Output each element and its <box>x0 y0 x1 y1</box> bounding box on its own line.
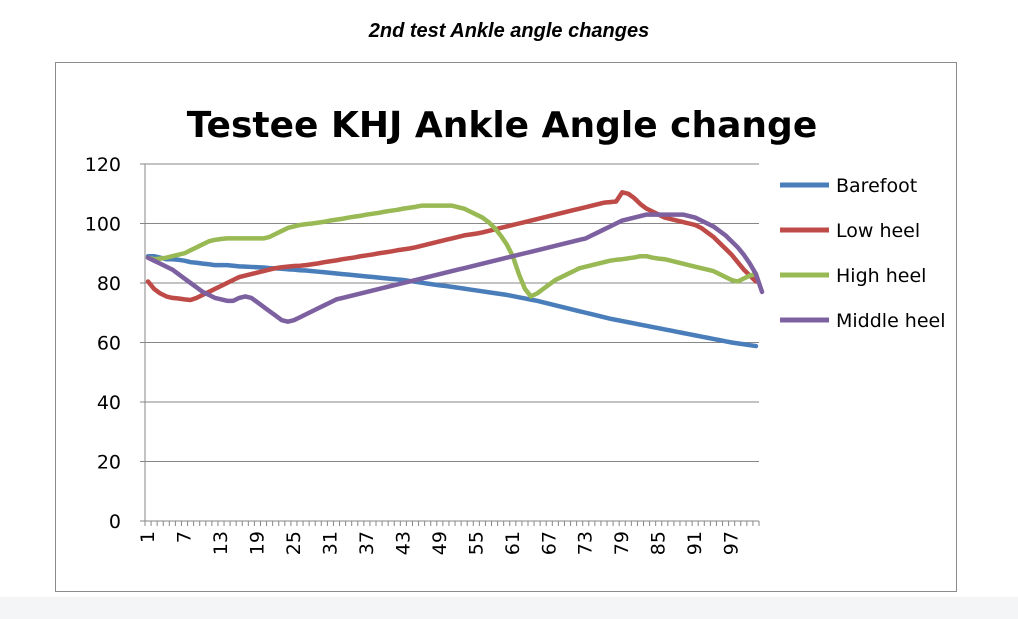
x-tick-label: 13 <box>210 531 232 555</box>
y-tick-label: 40 <box>97 392 121 414</box>
legend-label: Middle heel <box>836 310 946 332</box>
y-tick-label: 100 <box>85 214 121 236</box>
x-tick-label: 43 <box>392 531 414 555</box>
chart-canvas: Testee KHJ Ankle Angle change 0 20 40 60 80 10… <box>85 105 946 555</box>
x-tick-label: 91 <box>684 531 706 555</box>
x-tick-label: 67 <box>538 531 560 555</box>
x-tick-label: 97 <box>721 531 743 555</box>
x-tick-label: 73 <box>575 531 597 555</box>
x-tick-label: 79 <box>611 531 633 555</box>
x-tick-label: 19 <box>246 531 268 555</box>
x-tick-label: 31 <box>319 531 341 555</box>
y-tick-label: 0 <box>109 511 121 533</box>
x-tick-label: 61 <box>502 531 524 555</box>
series-line-low-heel <box>145 190 759 303</box>
x-tick-label: 37 <box>356 531 378 555</box>
chart-title: Testee KHJ Ankle Angle change <box>187 105 818 146</box>
y-tick-label: 80 <box>97 273 121 295</box>
legend-label: Barefoot <box>836 175 917 197</box>
y-tick-label: 120 <box>85 154 121 176</box>
figure-caption: 2nd test Ankle angle changes <box>368 20 650 42</box>
series-line-high-heel <box>145 203 759 299</box>
x-tick-label: 7 <box>174 531 196 543</box>
x-tick-label: 85 <box>648 531 670 555</box>
x-tick-label: 25 <box>283 531 305 555</box>
series-line-barefoot <box>145 253 759 349</box>
legend-label: Low heel <box>836 220 920 242</box>
chart-frame: Testee KHJ Ankle Angle change 0 20 40 60 80 10… <box>55 62 957 592</box>
y-tick-label: 20 <box>97 452 121 474</box>
bottom-band <box>0 597 1018 619</box>
x-tick-label: 49 <box>429 531 451 555</box>
legend-label: High heel <box>836 265 926 287</box>
series-line-middle-heel <box>145 212 765 324</box>
y-tick-label: 60 <box>97 333 121 355</box>
x-tick-label: 55 <box>465 531 487 555</box>
x-tick-label: 1 <box>137 531 159 543</box>
